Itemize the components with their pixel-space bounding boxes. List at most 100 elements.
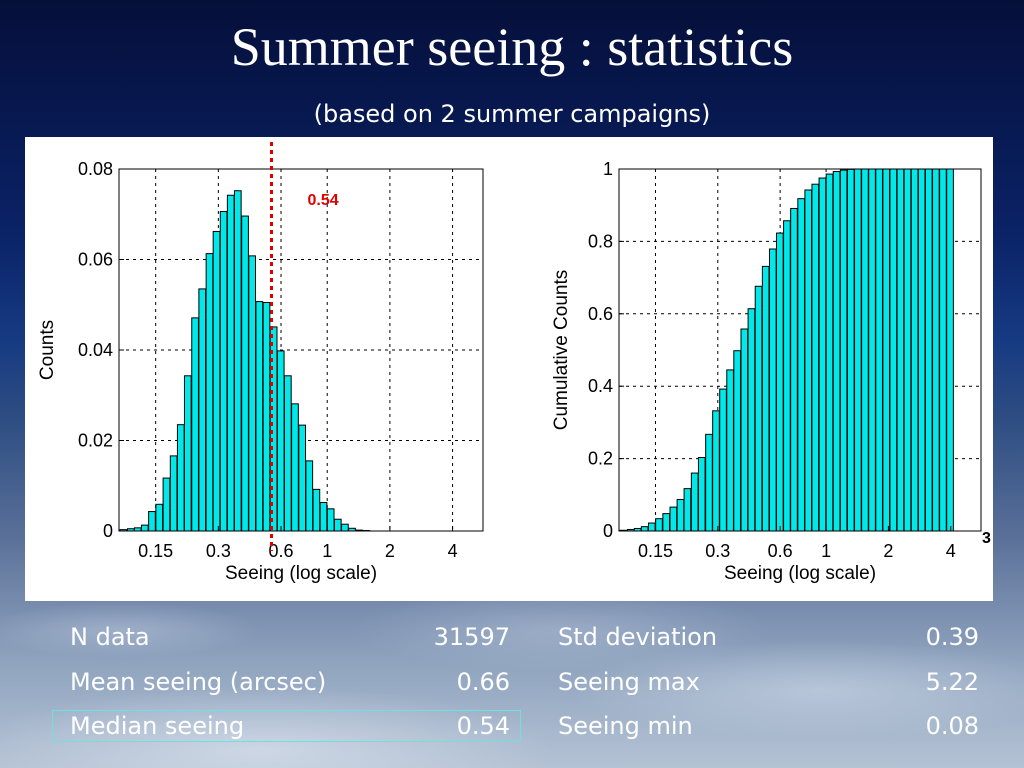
histogram-bar bbox=[705, 433, 713, 532]
histogram-bar bbox=[726, 369, 734, 532]
x-tick-label: 2 bbox=[883, 541, 893, 561]
stat-value: 5.22 bbox=[925, 668, 979, 696]
histogram-bar bbox=[818, 177, 827, 532]
x-tick-label: 1 bbox=[322, 541, 332, 561]
stats-left: N data 31597 Mean seeing (arcsec) 0.66 M… bbox=[70, 621, 510, 751]
histogram-bar bbox=[903, 168, 912, 532]
histogram-bar bbox=[747, 308, 756, 532]
histogram-bar bbox=[910, 168, 919, 532]
histogram-bar bbox=[140, 524, 149, 532]
stat-value: 0.39 bbox=[925, 623, 979, 651]
histogram-bar bbox=[319, 501, 328, 532]
histogram-bar bbox=[219, 211, 228, 532]
x-axis-label: Seeing (log scale) bbox=[225, 563, 377, 584]
histogram-bar bbox=[248, 255, 256, 532]
histogram-bar bbox=[733, 350, 741, 532]
slide-subtitle: (based on 2 summer campaigns) bbox=[313, 100, 711, 128]
x-tick-label: 4 bbox=[448, 541, 458, 561]
plot-frame bbox=[618, 168, 982, 532]
histogram-bar bbox=[305, 460, 314, 532]
histogram-bar bbox=[946, 168, 954, 532]
median-highlight-box bbox=[52, 710, 521, 742]
histogram-bar bbox=[291, 403, 299, 532]
histogram-bar bbox=[896, 168, 905, 532]
histogram-bar bbox=[761, 265, 770, 532]
y-tick-label: 0 bbox=[603, 521, 613, 541]
histogram-bar bbox=[655, 518, 663, 532]
charts-svg: 0.15 0.3 0.6 1 2 4 0 0.02 0.04 0.06 0.08 Seeing (lo… bbox=[37, 142, 982, 584]
y-axis-label: Counts bbox=[37, 320, 58, 380]
histogram-bar bbox=[754, 285, 763, 532]
histogram-bar bbox=[932, 168, 940, 532]
y-tick-label: 0.4 bbox=[588, 376, 613, 396]
x-tick-label: 0.3 bbox=[705, 541, 730, 561]
x-tick-label: 0.6 bbox=[269, 541, 294, 561]
stat-label: Seeing max bbox=[558, 668, 700, 696]
y-tick-label: 0.8 bbox=[588, 231, 613, 251]
histogram-bar bbox=[176, 424, 185, 532]
x-tick-label: 0.6 bbox=[768, 541, 793, 561]
y-tick-label: 0.2 bbox=[588, 449, 613, 469]
y-tick-label: 0 bbox=[103, 521, 113, 541]
histogram-bar bbox=[804, 189, 813, 532]
stat-row-max: Seeing max 5.22 bbox=[558, 666, 979, 698]
y-tick-label: 0.08 bbox=[78, 159, 113, 179]
histogram-bar bbox=[212, 230, 221, 532]
median-label: 0.54 bbox=[307, 192, 338, 209]
histogram-bar bbox=[861, 168, 869, 532]
stat-label: Std deviation bbox=[558, 623, 718, 651]
histogram-bar bbox=[697, 457, 706, 532]
stats-right: Std deviation 0.39 Seeing max 5.22 Seein… bbox=[558, 621, 979, 751]
histogram-bar bbox=[662, 513, 671, 532]
histogram-bar bbox=[341, 523, 349, 532]
histogram-bar bbox=[839, 169, 848, 532]
x-tick-label: 1 bbox=[821, 541, 831, 561]
histogram-bar bbox=[768, 248, 777, 532]
stat-value: 31597 bbox=[433, 623, 510, 651]
y-tick-label: 0.6 bbox=[588, 304, 613, 324]
histogram-bar bbox=[148, 511, 156, 532]
stat-value: 0.66 bbox=[456, 668, 510, 696]
stat-row-min: Seeing min 0.08 bbox=[558, 710, 979, 742]
histogram-bar bbox=[298, 424, 307, 532]
histogram-bar bbox=[797, 198, 805, 532]
y-tick-label: 0.02 bbox=[78, 431, 113, 451]
histogram-bar bbox=[811, 183, 820, 532]
stat-label: Seeing min bbox=[558, 712, 693, 740]
x-tick-label: 0.15 bbox=[638, 541, 673, 561]
histogram-bar bbox=[712, 410, 720, 532]
stat-value: 0.08 bbox=[925, 712, 979, 740]
histogram-bar bbox=[205, 253, 214, 532]
histogram-bar bbox=[924, 168, 933, 532]
histogram-bar bbox=[255, 301, 264, 532]
x-axis-label: Seeing (log scale) bbox=[724, 563, 876, 584]
stat-label: Median seeing bbox=[70, 712, 245, 740]
histogram-bar bbox=[326, 508, 335, 532]
histogram-bar bbox=[825, 173, 834, 532]
histogram-bar bbox=[669, 506, 678, 532]
histogram-bar bbox=[333, 518, 342, 532]
charts-panel: 0.15 0.3 0.6 1 2 4 0 0.02 0.04 0.06 0.08 Seeing (lo… bbox=[25, 137, 993, 601]
stat-label: Mean seeing (arcsec) bbox=[70, 668, 327, 696]
histogram-bar bbox=[690, 472, 699, 532]
x-tick-label: 0.3 bbox=[206, 541, 231, 561]
histogram-bar bbox=[683, 488, 692, 532]
stat-row-ndata: N data 31597 bbox=[70, 621, 510, 653]
histogram-bar bbox=[183, 375, 192, 532]
histogram-bar bbox=[169, 455, 178, 532]
histogram-bar bbox=[283, 375, 292, 532]
histogram-bar bbox=[647, 522, 656, 532]
histogram-bar bbox=[832, 171, 841, 532]
histogram-bar bbox=[719, 388, 727, 532]
histogram-bar bbox=[198, 288, 207, 532]
histogram-bar bbox=[191, 317, 199, 532]
histogram-bar bbox=[269, 326, 278, 532]
histogram-bar bbox=[155, 503, 164, 532]
histogram-bar bbox=[241, 215, 249, 532]
histogram-bar bbox=[312, 488, 321, 532]
stat-row-std: Std deviation 0.39 bbox=[558, 621, 979, 653]
histogram-bar bbox=[846, 168, 855, 532]
histogram-bar bbox=[868, 168, 876, 532]
histogram-bar bbox=[276, 350, 285, 532]
stat-label: N data bbox=[70, 623, 150, 651]
